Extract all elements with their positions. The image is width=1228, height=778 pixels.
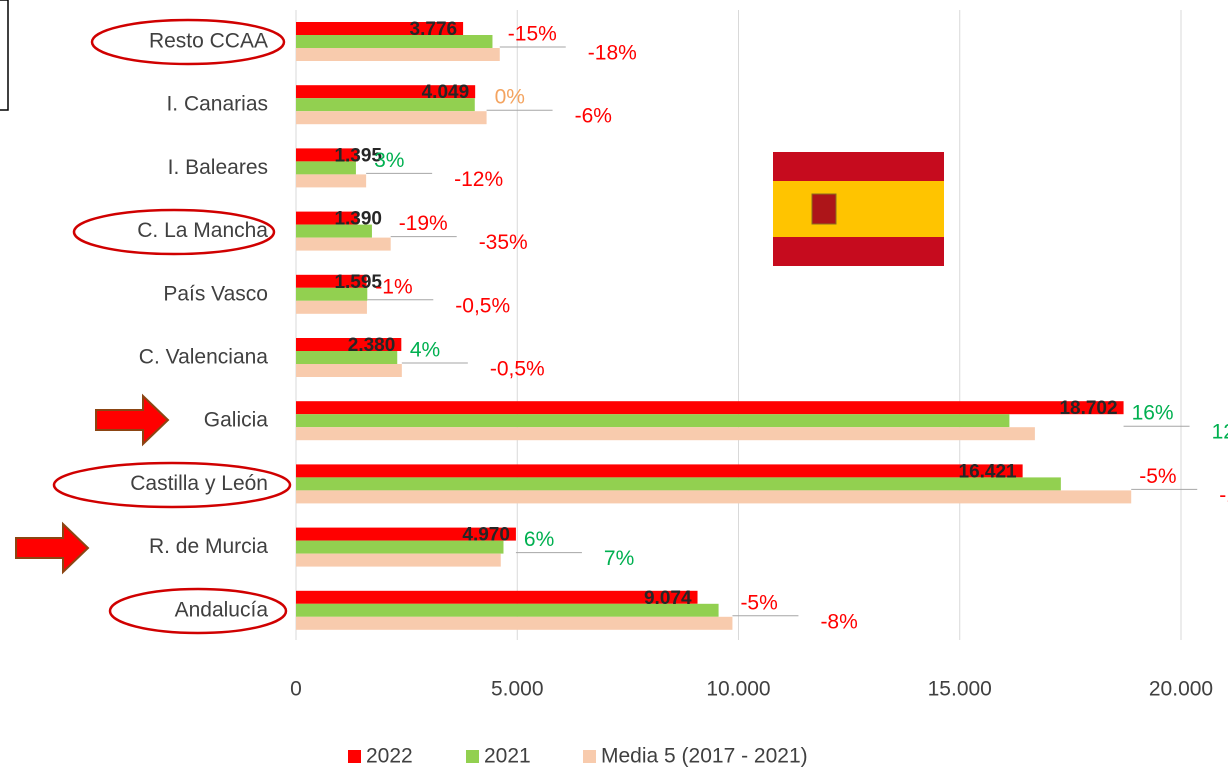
bar [296, 553, 501, 567]
highlights [52, 18, 292, 635]
change-label: -0,5% [455, 294, 510, 317]
bar [296, 401, 1124, 415]
change-label: -6% [575, 105, 612, 128]
change-label: -12% [454, 168, 503, 191]
bar [296, 148, 358, 162]
arrow [95, 393, 170, 447]
value-label: 18.702 [1059, 398, 1117, 419]
bar [296, 351, 398, 364]
value-label: 4.049 [422, 82, 470, 103]
change-label: -5% [1139, 465, 1176, 488]
change-label: 16% [1132, 402, 1174, 425]
highlight-ellipse [72, 208, 276, 256]
change-label: 6% [524, 528, 554, 551]
bar [296, 211, 358, 225]
change-label: -35% [479, 231, 528, 254]
highlight-ellipse [52, 461, 292, 509]
category-label: Andalucía [175, 598, 269, 621]
bar [296, 616, 733, 630]
value-label: 1.595 [334, 272, 382, 293]
coat-of-arms [811, 193, 837, 225]
bar [296, 224, 372, 238]
x-tick-label: 20.000 [1149, 678, 1213, 701]
legend-label: 2022 [366, 745, 413, 768]
bar [296, 174, 367, 188]
arrows [15, 393, 170, 575]
change-label: -18% [588, 42, 637, 65]
highlight-ellipse [90, 18, 286, 66]
legend-label: Media 5 (2017 - 2021) [601, 745, 808, 768]
bar [296, 414, 1010, 428]
category-label: Galicia [204, 409, 269, 432]
x-tick-label: 0 [290, 678, 302, 701]
value-label: 9.074 [644, 588, 692, 609]
value-label: 1.395 [334, 145, 382, 166]
x-tick-label: 15.000 [928, 678, 992, 701]
bar [296, 540, 504, 554]
value-label: 2.380 [348, 335, 396, 356]
bar [296, 477, 1061, 491]
bar [296, 111, 487, 125]
bar [296, 427, 1035, 441]
bar [296, 490, 1132, 504]
value-label: 1.390 [334, 209, 382, 230]
change-label: -8% [820, 610, 857, 633]
value-label: 3.776 [410, 19, 458, 40]
category-label: País Vasco [163, 282, 268, 305]
bar [296, 364, 402, 377]
bar [296, 85, 476, 99]
value-label: 16.421 [959, 461, 1018, 482]
bar [296, 300, 367, 314]
bar [296, 161, 356, 175]
change-label: 0% [495, 86, 525, 109]
legend-swatch [583, 750, 596, 763]
bar [296, 590, 698, 604]
bar [296, 527, 516, 541]
frame-fragment [0, 0, 9, 111]
change-label: 4% [410, 339, 440, 362]
bar [296, 338, 402, 351]
bar [296, 48, 500, 61]
category-label: I. Baleares [168, 156, 268, 179]
change-label: 7% [604, 547, 634, 570]
change-label: -15% [508, 23, 557, 46]
bar [296, 22, 464, 35]
legend-swatch [466, 750, 479, 763]
change-label: -19% [399, 212, 448, 235]
change-label: -1% [375, 275, 412, 298]
x-tick-label: 5.000 [491, 678, 544, 701]
change-label: -13% [1219, 484, 1228, 507]
flag [773, 152, 944, 266]
category-label: C. La Mancha [137, 219, 268, 242]
bar [296, 35, 493, 48]
legend-label: 2021 [484, 745, 531, 768]
bar [296, 237, 391, 251]
bar [296, 603, 719, 617]
change-label: -5% [740, 591, 777, 614]
category-label: Resto CCAA [149, 30, 268, 53]
category-label: I. Canarias [166, 93, 268, 116]
change-label: 12% [1212, 421, 1228, 444]
bar [296, 274, 367, 288]
x-tick-label: 10.000 [706, 678, 770, 701]
category-label: Castilla y León [130, 472, 268, 495]
value-label: 4.970 [462, 525, 510, 546]
change-label: 3% [374, 149, 404, 172]
arrow [15, 521, 90, 575]
category-label: R. de Murcia [149, 535, 268, 558]
bar [296, 464, 1023, 478]
legend-swatch [348, 750, 361, 763]
category-label: C. Valenciana [139, 346, 269, 369]
change-label: -0,5% [490, 358, 545, 381]
bar [296, 287, 368, 301]
highlight-ellipse [108, 587, 288, 635]
bar [296, 98, 475, 112]
flag-yellow [773, 181, 944, 237]
